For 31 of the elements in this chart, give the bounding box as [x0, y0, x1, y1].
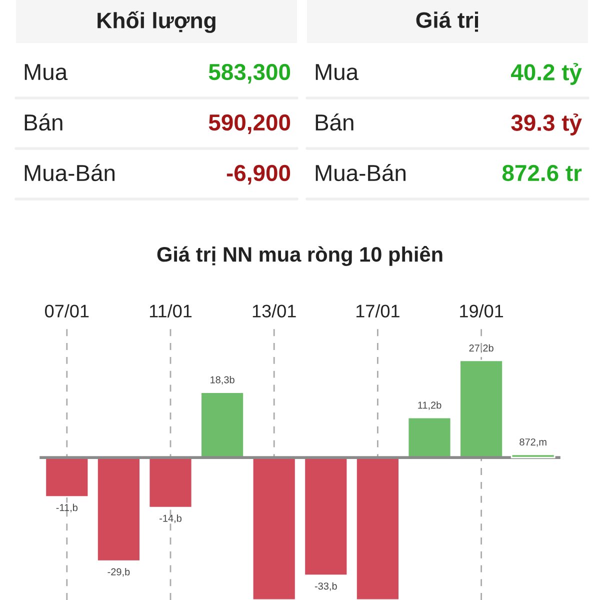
- data-label: -14,b: [160, 514, 182, 524]
- data-label: 39.3 tỷ: [511, 114, 582, 136]
- data-label: 18,3b: [210, 376, 234, 385]
- chart-title: Giá trị NN mua ròng 10 phiên: [157, 246, 442, 266]
- x-tick-label: 19/01: [460, 304, 504, 318]
- data-label: -6,900: [226, 164, 290, 184]
- data-label: 40.2 tỷ: [511, 63, 582, 85]
- data-label: 872.6 tr: [502, 164, 582, 182]
- x-tick-label: 17/01: [356, 304, 400, 318]
- text: Khối lượng: [98, 11, 216, 33]
- x-tick-label: 07/01: [45, 304, 89, 318]
- data-label: 590,200: [208, 114, 290, 134]
- data-label: 11,2b: [418, 401, 442, 410]
- category-label: Mua: [316, 64, 359, 80]
- data-label: 872,m: [520, 438, 546, 447]
- bar: [459, 360, 504, 458]
- data-label: 27,2b: [469, 344, 494, 353]
- x-tick-label: 13/01: [252, 304, 296, 318]
- category-label: Bán: [24, 114, 62, 131]
- category-label: Mua-Bán: [316, 164, 406, 182]
- category-label: Bán: [316, 114, 354, 131]
- data-label: 583,300: [208, 64, 290, 84]
- data-label: -33,b: [314, 582, 337, 591]
- data-label: -11,b: [56, 504, 78, 512]
- category-label: Mua: [24, 64, 68, 80]
- category-label: Mua-Bán: [24, 164, 114, 182]
- bar: [200, 392, 244, 458]
- x-tick-label: 11/01: [150, 304, 192, 318]
- data-label: -29,b: [108, 568, 130, 577]
- text: Giá trị: [416, 11, 478, 32]
- bar: [407, 416, 452, 458]
